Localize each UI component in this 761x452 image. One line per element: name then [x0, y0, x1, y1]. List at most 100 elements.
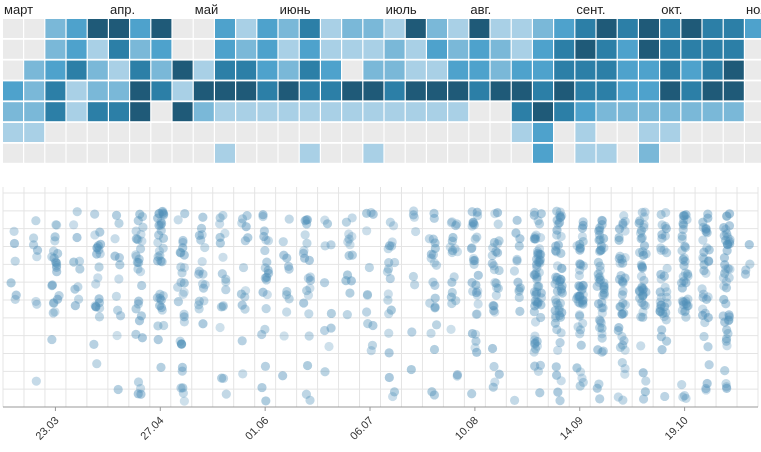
heatmap-cell	[554, 60, 575, 80]
scatter-point	[678, 297, 689, 307]
scatter-point	[594, 226, 604, 236]
scatter-point	[676, 278, 687, 288]
scatter-point	[724, 312, 734, 322]
scatter-point	[656, 269, 666, 280]
scatter-point	[51, 220, 61, 230]
scatter-point	[613, 325, 623, 336]
scatter-point	[556, 284, 567, 294]
scatter-point	[362, 289, 373, 300]
scatter-point	[279, 250, 289, 260]
heatmap-cell	[278, 143, 299, 163]
heatmap-cell	[257, 60, 278, 80]
scatter-point	[176, 248, 186, 258]
heatmap-cell	[490, 39, 511, 59]
scatter-point	[551, 247, 561, 257]
scatter-point	[258, 211, 268, 222]
scatter-point	[680, 306, 690, 316]
scatter-point	[536, 312, 546, 323]
scatter-point	[447, 277, 457, 287]
scatter-point	[575, 259, 585, 269]
heatmap-cell	[45, 81, 66, 101]
scatter-point	[447, 217, 457, 227]
heatmap-cell	[3, 19, 23, 38]
scatter-point	[618, 340, 628, 350]
scatter-point	[48, 308, 58, 318]
scatter-point	[599, 290, 609, 300]
scatter-point	[557, 281, 567, 291]
scatter-point	[383, 295, 393, 305]
heatmap-cell	[702, 102, 723, 122]
scatter-point	[179, 278, 189, 288]
scatter-point	[529, 347, 539, 357]
scatter-point	[725, 237, 735, 247]
scatter-point	[492, 208, 503, 218]
scatter-point	[680, 307, 690, 317]
scatter-point	[721, 264, 731, 274]
scatter-point	[595, 261, 605, 271]
scatter-point	[551, 310, 561, 321]
scatter-point	[617, 358, 627, 368]
scatter-point	[9, 226, 19, 236]
scatter-point	[28, 233, 39, 243]
scatter-point	[431, 320, 442, 330]
scatter-point	[720, 260, 730, 270]
scatter-point	[722, 383, 732, 393]
x-tick-label: 14.09	[558, 415, 586, 443]
scatter-point	[243, 233, 253, 243]
scatter-point	[578, 281, 588, 291]
scatter-point	[680, 256, 690, 266]
scatter-point	[575, 291, 585, 302]
scatter-point	[452, 219, 462, 229]
scatter-point	[703, 213, 713, 223]
scatter-point	[215, 322, 225, 333]
scatter-point	[305, 283, 315, 293]
scatter-point	[304, 331, 314, 341]
heatmap-cell	[363, 81, 384, 101]
scatter-point	[514, 286, 524, 296]
scatter-point	[387, 241, 397, 251]
scatter-point	[662, 248, 672, 258]
scatter-point	[557, 263, 567, 274]
heatmap-cell	[257, 123, 278, 142]
heatmap-cell	[3, 143, 23, 163]
scatter-point	[153, 252, 163, 262]
scatter-point	[679, 261, 689, 271]
scatter-point	[115, 311, 126, 321]
scatter-point	[636, 260, 646, 270]
scatter-point	[551, 295, 561, 305]
scatter-point	[384, 258, 394, 268]
scatter-point	[530, 331, 540, 341]
scatter-point	[428, 277, 438, 287]
scatter-point	[680, 242, 690, 253]
scatter-point	[257, 329, 267, 340]
scatter-point	[446, 324, 456, 334]
scatter-point	[368, 320, 378, 331]
scatter-point	[575, 367, 586, 377]
x-tick-label: 01.06	[243, 415, 271, 443]
scatter-point	[94, 245, 104, 255]
scatter-point	[620, 369, 630, 379]
scatter-point	[384, 348, 394, 358]
scatter-point	[473, 270, 483, 280]
scatter-point	[699, 254, 709, 264]
scatter-point	[300, 230, 310, 240]
heatmap-cell	[151, 60, 172, 80]
scatter-point	[593, 345, 603, 355]
scatter-point	[557, 263, 567, 273]
scatter-point	[384, 372, 394, 383]
scatter-point	[639, 275, 649, 286]
scatter-point	[578, 261, 588, 271]
scatter-point	[638, 291, 648, 301]
scatter-point	[51, 262, 62, 272]
heatmap-cell	[321, 19, 341, 38]
scatter-point	[216, 302, 226, 312]
scatter-point	[595, 225, 605, 235]
scatter-point	[534, 281, 544, 291]
heatmap-cell	[24, 60, 45, 80]
scatter-point	[638, 368, 648, 378]
scatter-point	[73, 282, 83, 292]
heatmap-cell	[639, 143, 659, 163]
scatter-point	[220, 228, 230, 238]
scatter-point	[679, 253, 689, 263]
scatter-point	[536, 249, 546, 260]
